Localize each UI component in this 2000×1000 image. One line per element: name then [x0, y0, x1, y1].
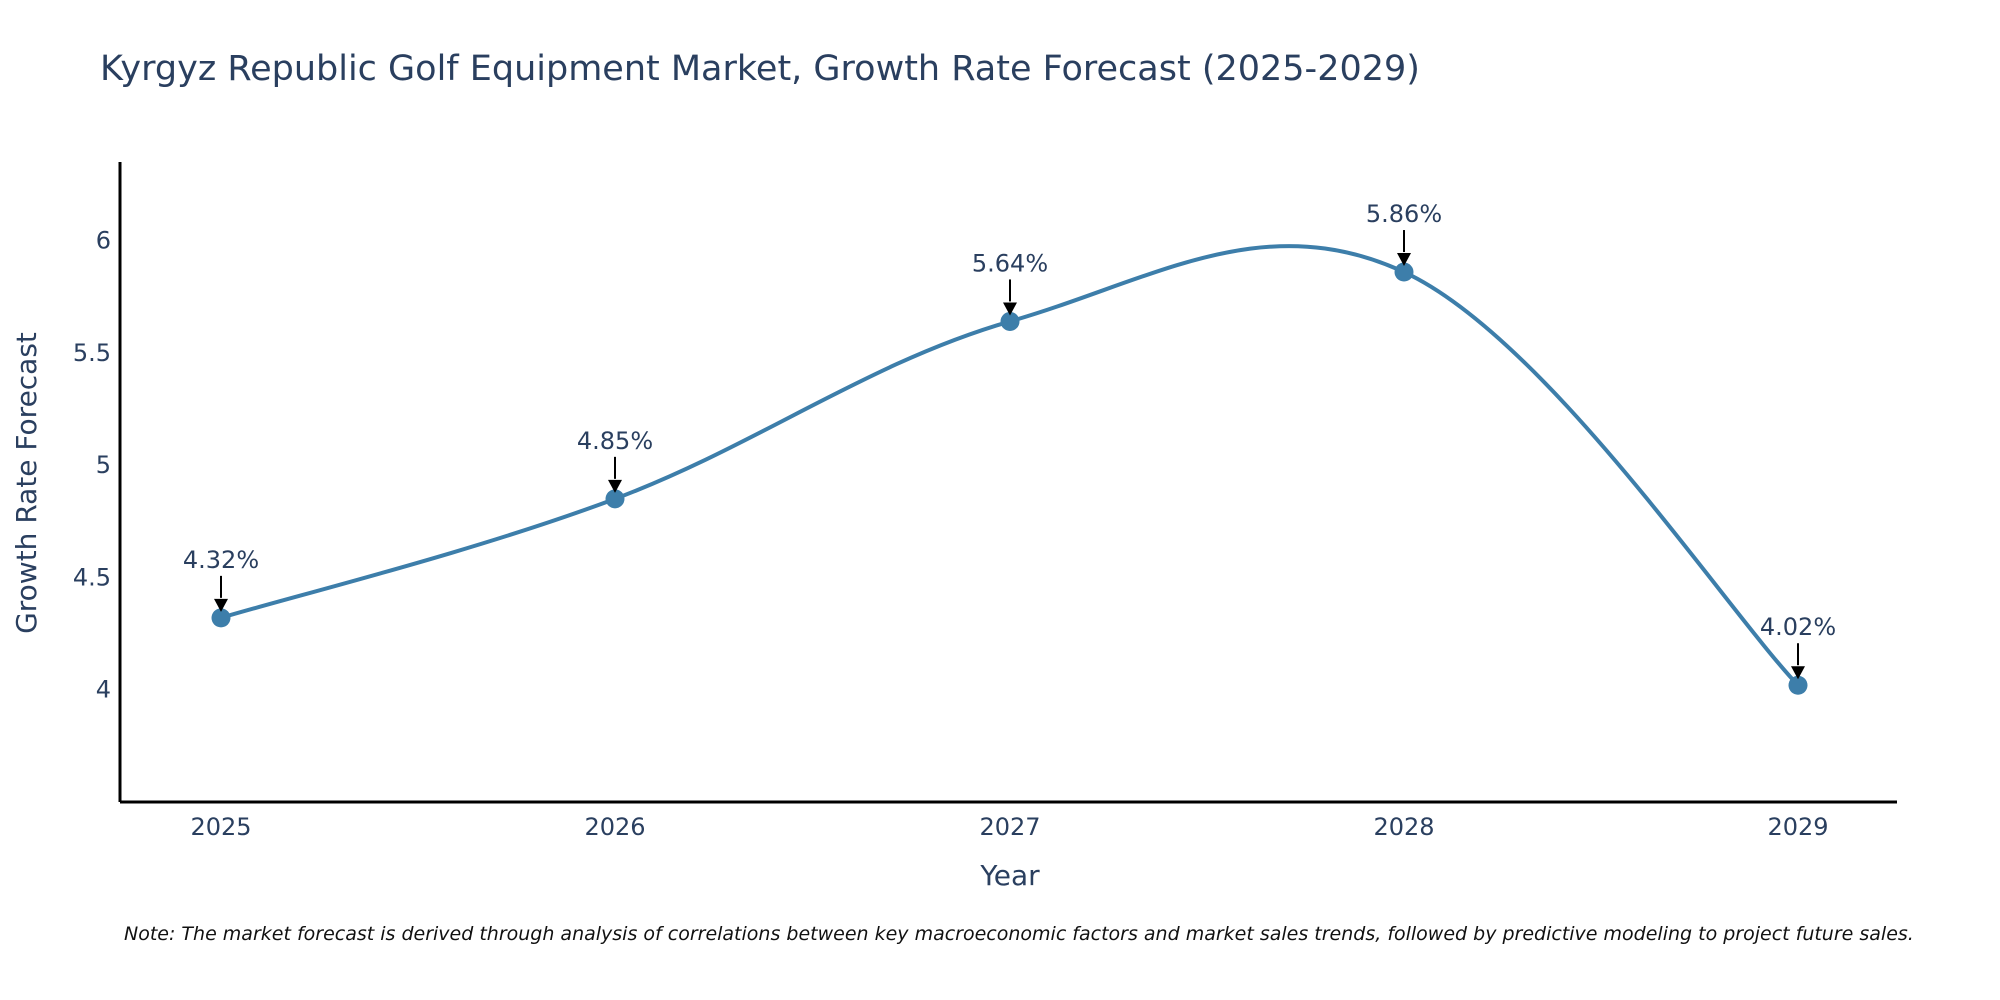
- data-label-group-2025: 4.32%: [183, 546, 259, 612]
- data-point-2026: [605, 489, 625, 509]
- y-tick-label: 5: [96, 451, 111, 479]
- annotation-arrow-head: [214, 598, 228, 612]
- y-axis-ticks: 4 4.5 5 5.5 6: [73, 227, 111, 704]
- chart-title: Kyrgyz Republic Golf Equipment Market, G…: [100, 49, 1420, 89]
- y-axis-title: Growth Rate Forecast: [10, 332, 43, 634]
- data-label-group-2029: 4.02%: [1760, 613, 1836, 680]
- data-label: 5.86%: [1366, 200, 1442, 228]
- annotation-arrow-head: [1397, 253, 1411, 267]
- data-points: [211, 262, 1808, 695]
- data-label-group-2027: 5.64%: [972, 249, 1048, 316]
- x-axis-title: Year: [979, 859, 1040, 892]
- data-point-2027: [1000, 311, 1020, 331]
- x-tick-label: 2028: [1373, 813, 1434, 841]
- data-point-2029: [1788, 675, 1808, 695]
- data-label: 4.02%: [1760, 613, 1836, 641]
- footnote: Note: The market forecast is derived thr…: [124, 923, 1914, 945]
- data-label: 4.85%: [577, 427, 653, 455]
- x-axis-ticks: 2025 2026 2027 2028 2029: [190, 813, 1828, 841]
- y-tick-label: 6: [96, 227, 111, 255]
- series-line: [219, 244, 1800, 688]
- y-tick-label: 4.5: [73, 563, 111, 591]
- y-tick-label: 4: [96, 676, 111, 704]
- annotation-arrow-head: [1791, 666, 1805, 680]
- x-tick-label: 2027: [979, 813, 1040, 841]
- data-label-group-2028: 5.86%: [1366, 200, 1442, 267]
- data-label: 4.32%: [183, 546, 259, 574]
- data-labels: 4.32% 4.85% 5.64% 5.86% 4.02%: [183, 200, 1836, 680]
- y-tick-label: 5.5: [73, 339, 111, 367]
- annotation-arrow-head: [1003, 302, 1017, 316]
- data-label-group-2026: 4.85%: [577, 427, 653, 493]
- data-point-2025: [211, 608, 231, 628]
- x-tick-label: 2026: [584, 813, 645, 841]
- data-point-2028: [1394, 262, 1414, 282]
- data-label: 5.64%: [972, 249, 1048, 277]
- annotation-arrow-head: [608, 479, 622, 493]
- x-tick-label: 2025: [190, 813, 251, 841]
- x-tick-label: 2029: [1767, 813, 1828, 841]
